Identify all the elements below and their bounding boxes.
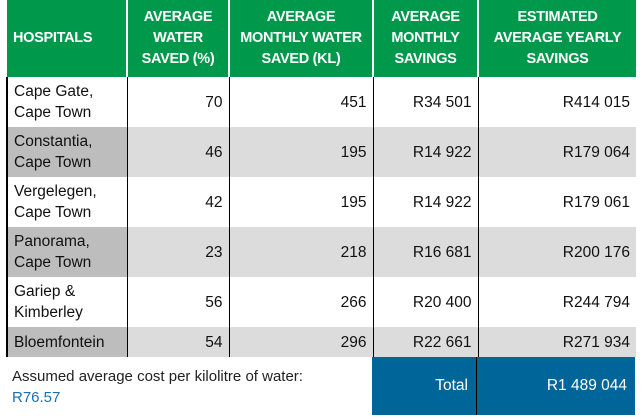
total-label: Total <box>372 357 477 415</box>
yearly-savings: R244 794 <box>477 277 636 327</box>
monthly-kl: 218 <box>228 227 373 277</box>
monthly-kl: 266 <box>228 277 373 327</box>
water-saved-pct: 23 <box>126 227 229 277</box>
water-savings-table: HOSPITALS AVERAGE WATER SAVED (%) AVERAG… <box>6 0 636 357</box>
table-row: Vergelegen, Cape Town 42 195 R14 922 R179 06… <box>6 177 636 227</box>
monthly-kl: 195 <box>228 127 373 177</box>
yearly-savings: R414 015 <box>477 77 636 127</box>
water-saved-pct: 46 <box>126 127 229 177</box>
monthly-kl: 195 <box>228 177 373 227</box>
cost-value: R76.57 <box>12 389 61 406</box>
table-row: Panorama, Cape Town 23 218 R16 681 R200 176 <box>6 227 636 277</box>
hospital-name: Vergelegen, Cape Town <box>6 177 127 227</box>
water-saved-pct: 70 <box>126 77 229 127</box>
header-monthly-kl: AVERAGE MONTHLY WATER SAVED (KL) <box>228 0 373 77</box>
yearly-savings: R179 061 <box>477 177 636 227</box>
yearly-savings: R200 176 <box>477 227 636 277</box>
cost-note-text: Assumed average cost per kilolitre of wa… <box>12 368 303 385</box>
water-saved-pct: 42 <box>126 177 229 227</box>
table-row: Bloemfontein 54 296 R22 661 R271 934 <box>6 327 636 357</box>
water-saved-pct: 54 <box>126 327 229 357</box>
header-water-saved-pct: AVERAGE WATER SAVED (%) <box>126 0 229 77</box>
yearly-savings: R271 934 <box>477 327 636 357</box>
header-yearly-savings: ESTIMATED AVERAGE YEARLY SAVINGS <box>477 0 636 77</box>
yearly-savings: R179 064 <box>477 127 636 177</box>
header-row: HOSPITALS AVERAGE WATER SAVED (%) AVERAG… <box>7 0 636 77</box>
hospital-name: Panorama, Cape Town <box>6 227 127 277</box>
monthly-savings: R14 922 <box>372 127 478 177</box>
hospital-name: Gariep & Kimberley <box>6 277 127 327</box>
total-value: R1 489 044 <box>546 377 627 394</box>
monthly-savings: R22 661 <box>372 327 478 357</box>
table-row: Gariep & Kimberley 56 266 R20 400 R244 794 <box>6 277 636 327</box>
monthly-savings: R14 922 <box>372 177 478 227</box>
hospital-name: Bloemfontein <box>6 327 127 357</box>
monthly-savings: R16 681 <box>372 227 478 277</box>
table-row: Constantia, Cape Town 46 195 R14 922 R179 06… <box>6 127 636 177</box>
cost-note: Assumed average cost per kilolitre of wa… <box>12 366 303 408</box>
header-hospitals: HOSPITALS <box>7 0 127 77</box>
monthly-kl: 451 <box>228 77 373 127</box>
header-monthly-savings: AVERAGE MONTHLY SAVINGS <box>372 0 478 77</box>
hospital-name: Constantia, Cape Town <box>6 127 127 177</box>
total-bar: Total R1 489 044 <box>372 357 635 415</box>
monthly-savings: R34 501 <box>372 77 478 127</box>
table-row: Cape Gate, Cape Town 70 451 R34 501 R414 015 <box>6 77 636 127</box>
monthly-kl: 296 <box>228 327 373 357</box>
monthly-savings: R20 400 <box>372 277 478 327</box>
water-saved-pct: 56 <box>126 277 229 327</box>
hospital-name: Cape Gate, Cape Town <box>6 77 127 127</box>
